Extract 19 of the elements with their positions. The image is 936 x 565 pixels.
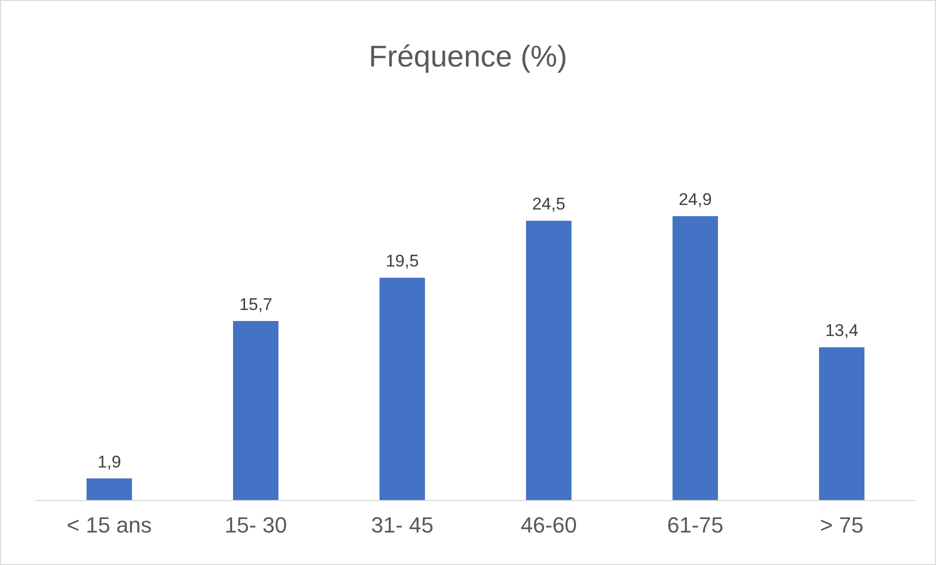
- x-tick-label: 61-75: [667, 512, 724, 538]
- bar: [526, 220, 572, 500]
- x-tick-label: > 75: [820, 512, 864, 538]
- chart-title: Fréquence (%): [368, 40, 568, 74]
- bar: [672, 216, 718, 500]
- data-label: 24,5: [532, 194, 566, 214]
- data-label: 24,9: [678, 190, 712, 210]
- x-tick-label: < 15 ans: [66, 512, 152, 538]
- x-tick-label: 31- 45: [371, 512, 434, 538]
- data-label: 15,7: [239, 295, 272, 314]
- x-tick-label: 46-60: [520, 512, 577, 538]
- bar: [86, 478, 132, 500]
- bar: [233, 321, 278, 500]
- x-tick-label: 15- 30: [224, 512, 287, 538]
- data-label: 1,9: [97, 452, 122, 472]
- data-label: 13,4: [825, 321, 858, 340]
- data-label: 19,5: [386, 252, 419, 271]
- bar: [819, 347, 864, 500]
- bar: [380, 278, 425, 500]
